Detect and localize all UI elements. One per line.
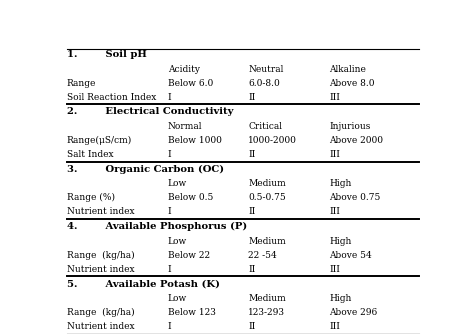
Text: Above 54: Above 54 bbox=[329, 251, 372, 260]
Text: III: III bbox=[329, 207, 340, 216]
Text: Neutral: Neutral bbox=[248, 65, 284, 74]
Text: High: High bbox=[329, 179, 352, 188]
Text: Soil Reaction Index: Soil Reaction Index bbox=[66, 93, 156, 102]
Text: High: High bbox=[329, 294, 352, 303]
Text: Low: Low bbox=[168, 237, 187, 246]
Text: I: I bbox=[168, 207, 171, 216]
Text: III: III bbox=[329, 322, 340, 331]
Text: Medium: Medium bbox=[248, 179, 286, 188]
Text: 1.        Soil pH: 1. Soil pH bbox=[66, 50, 146, 59]
Text: 6.0-8.0: 6.0-8.0 bbox=[248, 79, 280, 88]
Text: II: II bbox=[248, 150, 255, 159]
Text: Low: Low bbox=[168, 294, 187, 303]
Text: Below 6.0: Below 6.0 bbox=[168, 79, 213, 88]
Text: Below 22: Below 22 bbox=[168, 251, 210, 260]
Text: Medium: Medium bbox=[248, 294, 286, 303]
Text: Above 8.0: Above 8.0 bbox=[329, 79, 375, 88]
Text: II: II bbox=[248, 207, 255, 216]
Text: II: II bbox=[248, 93, 255, 102]
Text: Range (%): Range (%) bbox=[66, 193, 115, 202]
Text: Alkaline: Alkaline bbox=[329, 65, 366, 74]
Text: 1000-2000: 1000-2000 bbox=[248, 136, 297, 145]
Text: Nutrient index: Nutrient index bbox=[66, 322, 134, 331]
Text: Critical: Critical bbox=[248, 122, 283, 131]
Text: 3.        Organic Carbon (OC): 3. Organic Carbon (OC) bbox=[66, 165, 224, 174]
Text: II: II bbox=[248, 322, 255, 331]
Text: Below 0.5: Below 0.5 bbox=[168, 193, 213, 202]
Text: Above 2000: Above 2000 bbox=[329, 136, 383, 145]
Text: Acidity: Acidity bbox=[168, 65, 200, 74]
Text: Above 296: Above 296 bbox=[329, 308, 377, 317]
Text: Injurious: Injurious bbox=[329, 122, 371, 131]
Text: III: III bbox=[329, 265, 340, 274]
Text: 2.        Electrical Conductivity: 2. Electrical Conductivity bbox=[66, 107, 233, 116]
Text: Low: Low bbox=[168, 179, 187, 188]
Text: I: I bbox=[168, 322, 171, 331]
Text: Range  (kg/ha): Range (kg/ha) bbox=[66, 251, 134, 260]
Text: Nutrient index: Nutrient index bbox=[66, 207, 134, 216]
Text: II: II bbox=[248, 265, 255, 274]
Text: Above 0.75: Above 0.75 bbox=[329, 193, 381, 202]
Text: High: High bbox=[329, 237, 352, 246]
Text: I: I bbox=[168, 93, 171, 102]
Text: Normal: Normal bbox=[168, 122, 202, 131]
Text: 22 -54: 22 -54 bbox=[248, 251, 277, 260]
Text: III: III bbox=[329, 150, 340, 159]
Text: I: I bbox=[168, 150, 171, 159]
Text: 123-293: 123-293 bbox=[248, 308, 285, 317]
Text: Range: Range bbox=[66, 79, 96, 88]
Text: Salt Index: Salt Index bbox=[66, 150, 113, 159]
Text: Nutrient index: Nutrient index bbox=[66, 265, 134, 274]
Text: 4.        Available Phosphorus (P): 4. Available Phosphorus (P) bbox=[66, 222, 247, 231]
Text: 0.5-0.75: 0.5-0.75 bbox=[248, 193, 286, 202]
Text: Range(μS/cm): Range(μS/cm) bbox=[66, 136, 132, 145]
Text: Medium: Medium bbox=[248, 237, 286, 246]
Text: 5.        Available Potash (K): 5. Available Potash (K) bbox=[66, 279, 219, 288]
Text: I: I bbox=[168, 265, 171, 274]
Text: Range  (kg/ha): Range (kg/ha) bbox=[66, 308, 134, 317]
Text: Below 123: Below 123 bbox=[168, 308, 216, 317]
Text: Below 1000: Below 1000 bbox=[168, 136, 221, 145]
Text: III: III bbox=[329, 93, 340, 102]
